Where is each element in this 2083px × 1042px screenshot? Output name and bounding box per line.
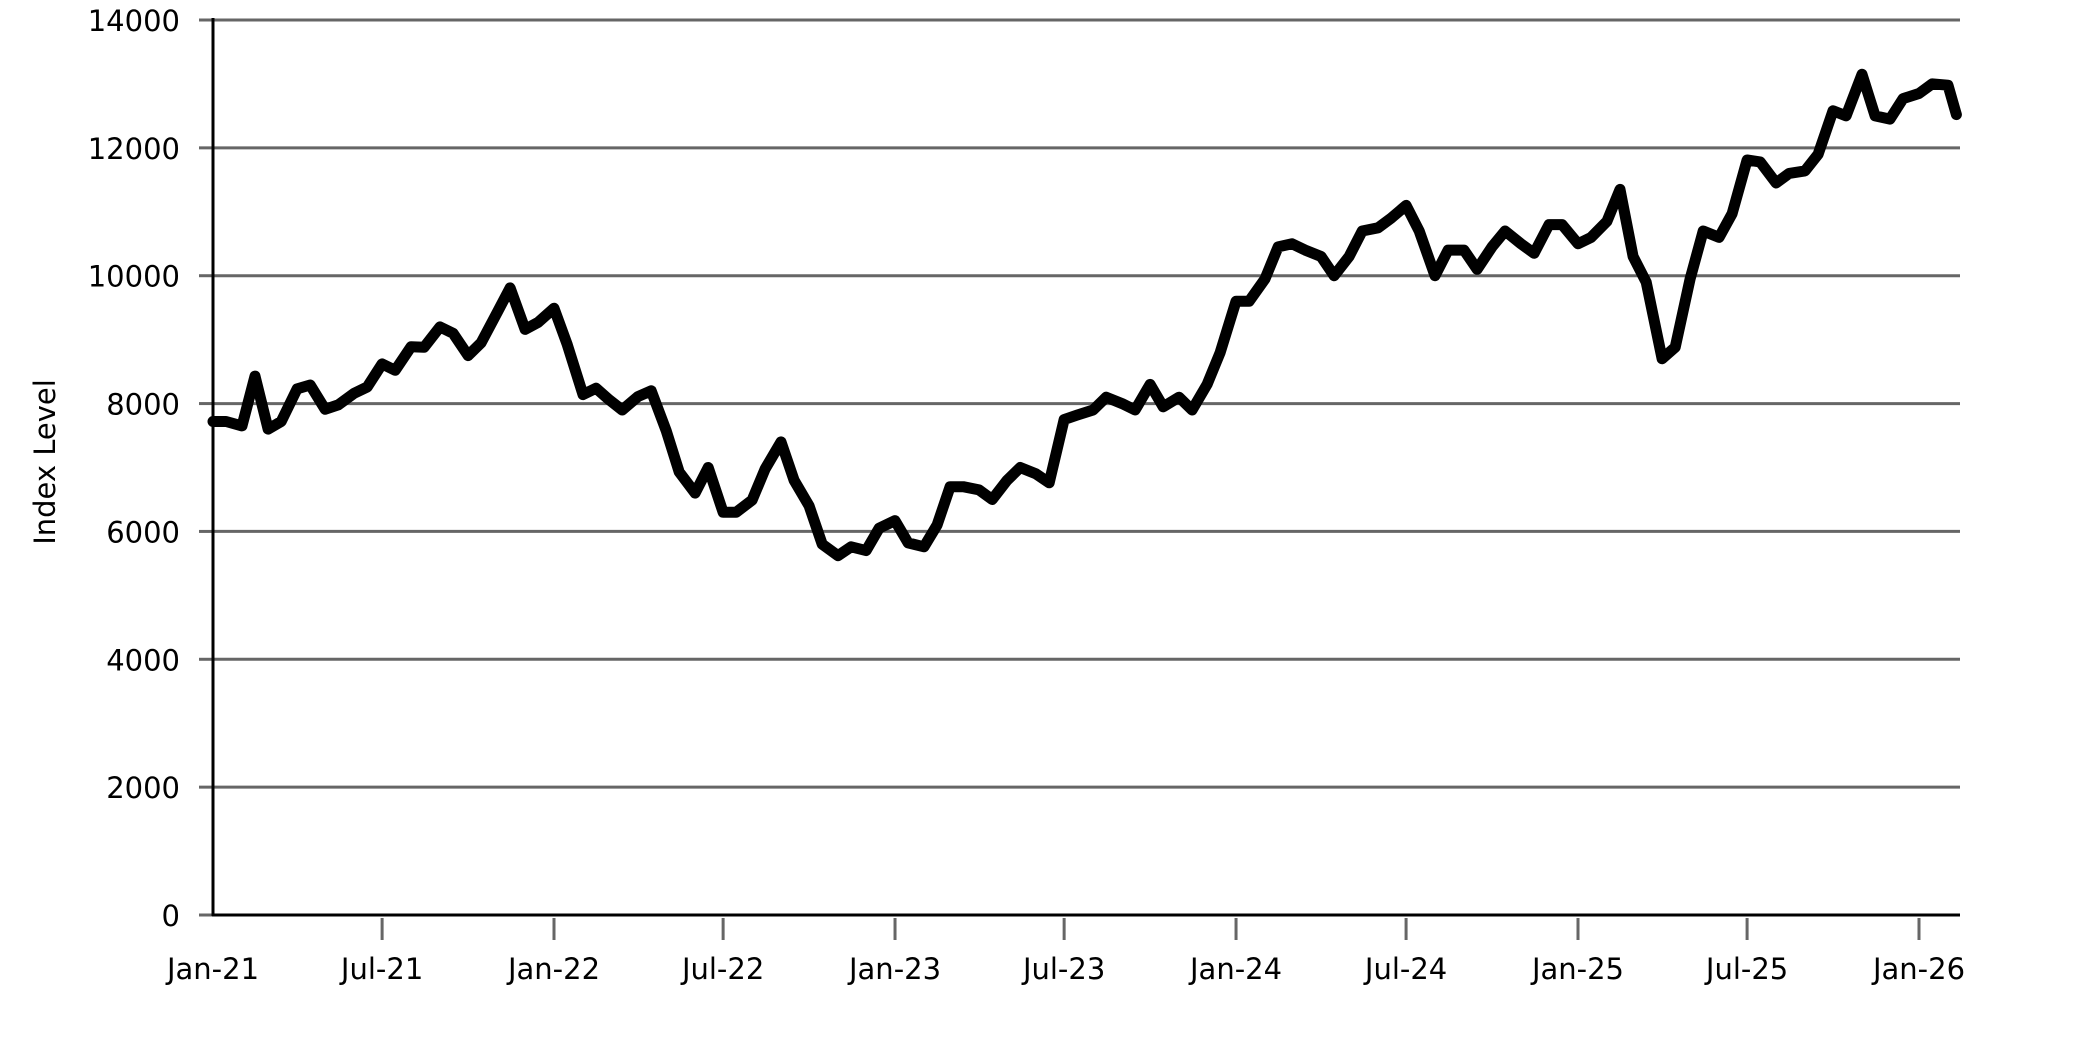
x-tick-label: Jul-25 (1704, 952, 1788, 986)
x-tick-label: Jan-25 (1530, 952, 1624, 986)
x-tick-label: Jan-22 (506, 952, 600, 986)
x-tick-label: Jan-23 (847, 952, 941, 986)
y-tick-label: 10000 (88, 260, 180, 294)
y-tick-label: 14000 (88, 4, 180, 38)
y-tick-label: 8000 (106, 388, 180, 422)
y-tick-label: 0 (162, 899, 180, 933)
x-tick-label: Jan-21 (165, 952, 259, 986)
y-axis-label: Index Level (28, 379, 62, 545)
series-line (207, 68, 1962, 562)
y-tick-label: 6000 (106, 515, 180, 549)
y-tick-label: 4000 (106, 643, 180, 677)
gridlines (213, 18, 1960, 789)
y-axis-ticks: 0 2000 4000 6000 8000 10000 12000 14000 (88, 4, 213, 933)
x-tick-label: Jan-24 (1188, 952, 1282, 986)
x-tick-label: Jul-23 (1021, 952, 1105, 986)
x-axis-ticks: Jan-21 Jul-21 Jan-22 Jul-22 Jan-23 Jul-23 Jan-… (165, 918, 1965, 986)
y-tick-label: 12000 (88, 132, 180, 166)
x-tick-label: Jul-22 (680, 952, 764, 986)
y-tick-label: 2000 (106, 771, 180, 805)
x-tick-label: Jul-24 (1363, 952, 1447, 986)
x-tick-label: Jan-26 (1871, 952, 1965, 986)
x-tick-label: Jul-21 (339, 952, 423, 986)
